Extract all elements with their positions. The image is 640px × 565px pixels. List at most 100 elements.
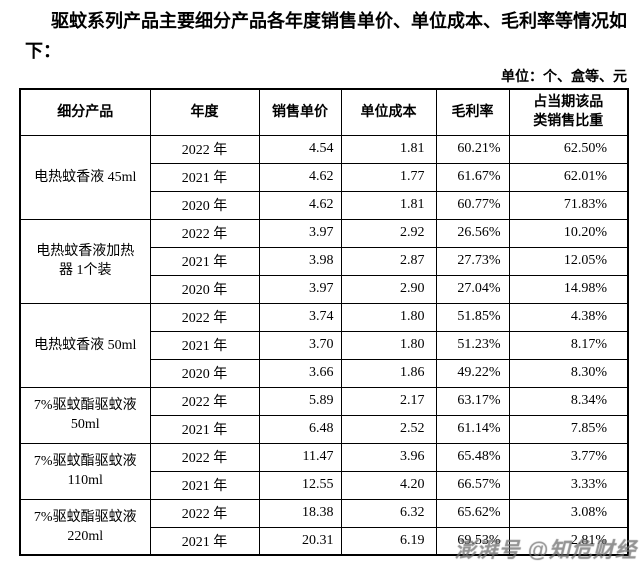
year-cell: 2022 年 bbox=[149, 442, 260, 472]
header-year: 年度 bbox=[149, 88, 260, 136]
category-share-cell: 8.34% bbox=[508, 386, 629, 416]
document-page: 驱蚊系列产品主要细分产品各年度销售单价、单位成本、毛利率等情况如 下： 单位：个… bbox=[0, 6, 640, 562]
gross-margin-cell: 63.17% bbox=[435, 386, 510, 416]
header-product: 细分产品 bbox=[19, 88, 151, 136]
table-row: 7%驱蚊酯驱蚊液 220ml 2022 年 18.38 6.32 65.62% … bbox=[19, 498, 629, 556]
product-name-cell: 电热蚊香液 50ml bbox=[19, 302, 151, 388]
product-name-cell: 7%驱蚊酯驱蚊液 110ml bbox=[19, 442, 151, 500]
year-cell: 2022 年 bbox=[149, 134, 260, 164]
unit-price-cell: 4.62 bbox=[258, 190, 342, 220]
category-share-cell: 3.33% bbox=[508, 470, 629, 500]
header-category-share: 占当期该品 类销售比重 bbox=[508, 88, 629, 136]
year-cell: 2021 年 bbox=[149, 414, 260, 444]
unit-cost-cell: 3.96 bbox=[340, 442, 437, 472]
unit-price-cell: 5.89 bbox=[258, 386, 342, 416]
unit-cost-cell: 1.81 bbox=[340, 134, 437, 164]
year-cell: 2022 年 bbox=[149, 386, 260, 416]
watermark: 澎湃号 @知危财经 bbox=[454, 539, 637, 562]
year-cell: 2022 年 bbox=[149, 218, 260, 248]
table-header-row: 细分产品 年度 销售单价 单位成本 毛利率 占当期该品 类销售比重 bbox=[19, 88, 629, 136]
year-cell: 2020 年 bbox=[149, 274, 260, 304]
product-name-cell: 电热蚊香液 45ml bbox=[19, 134, 151, 220]
header-unit-cost: 单位成本 bbox=[340, 88, 437, 136]
gross-margin-cell: 27.04% bbox=[435, 274, 510, 304]
year-cell: 2021 年 bbox=[149, 330, 260, 360]
unit-price-cell: 3.98 bbox=[258, 246, 342, 276]
unit-price-cell: 20.31 bbox=[258, 526, 342, 556]
unit-price-cell: 4.54 bbox=[258, 134, 342, 164]
category-share-cell: 62.50% bbox=[508, 134, 629, 164]
gross-margin-cell: 69.53% bbox=[435, 526, 510, 556]
unit-price-cell: 18.38 bbox=[258, 498, 342, 528]
title-line-1: 驱蚊系列产品主要细分产品各年度销售单价、单位成本、毛利率等情况如 bbox=[51, 11, 627, 31]
year-cell: 2021 年 bbox=[149, 526, 260, 556]
year-cell: 2021 年 bbox=[149, 246, 260, 276]
header-gross-margin: 毛利率 bbox=[435, 88, 510, 136]
table-row: 2021 年 4.62 1.77 61.67% 62.01% bbox=[20, 162, 629, 192]
year-cell: 2021 年 bbox=[149, 470, 260, 500]
header-unit-price: 销售单价 bbox=[258, 88, 342, 136]
category-share-cell: 8.30% bbox=[508, 358, 629, 388]
unit-cost-cell: 6.32 bbox=[340, 498, 437, 528]
unit-price-cell: 6.48 bbox=[258, 414, 342, 444]
product-name-cell: 电热蚊香液加热 器 1个装 bbox=[19, 218, 151, 304]
product-name-cell: 7%驱蚊酯驱蚊液 50ml bbox=[19, 386, 151, 444]
category-share-cell: 71.83% bbox=[508, 190, 629, 220]
table-row: 7%驱蚊酯驱蚊液 50ml 2022 年 5.89 2.17 63.17% 8.… bbox=[19, 386, 629, 444]
title-line-2: 下： bbox=[25, 41, 61, 61]
category-share-cell: 8.17% bbox=[508, 330, 629, 360]
gross-margin-cell: 51.23% bbox=[435, 330, 510, 360]
category-share-cell: 10.20% bbox=[508, 218, 629, 248]
table-row: 2021 年 3.98 2.87 27.73% 12.05% bbox=[20, 246, 629, 276]
year-cell: 2020 年 bbox=[149, 190, 260, 220]
table-row: 2020 年 4.62 1.81 60.77% 71.83% bbox=[20, 190, 629, 220]
unit-cost-cell: 1.77 bbox=[340, 162, 437, 192]
unit-cost-cell: 2.92 bbox=[340, 218, 437, 248]
unit-price-cell: 11.47 bbox=[258, 442, 342, 472]
table-row: 2020 年 3.66 1.86 49.22% 8.30% bbox=[20, 358, 629, 388]
table-row: 2021 年 20.31 6.19 69.53% 2.81% bbox=[20, 526, 629, 556]
gross-margin-cell: 65.62% bbox=[435, 498, 510, 528]
unit-cost-cell: 2.17 bbox=[340, 386, 437, 416]
gross-margin-cell: 26.56% bbox=[435, 218, 510, 248]
year-cell: 2022 年 bbox=[149, 498, 260, 528]
gross-margin-cell: 60.77% bbox=[435, 190, 510, 220]
unit-price-cell: 3.74 bbox=[258, 302, 342, 332]
unit-cost-cell: 1.80 bbox=[340, 302, 437, 332]
year-cell: 2022 年 bbox=[149, 302, 260, 332]
category-share-cell: 4.38% bbox=[508, 302, 629, 332]
unit-cost-cell: 4.20 bbox=[340, 470, 437, 500]
product-price-table: 细分产品 年度 销售单价 单位成本 毛利率 占当期该品 类销售比重 电热蚊香液 … bbox=[19, 88, 629, 556]
table-row: 电热蚊香液加热 器 1个装 2022 年 3.97 2.92 26.56% 10… bbox=[19, 218, 629, 304]
unit-price-cell: 3.97 bbox=[258, 218, 342, 248]
table-row: 2021 年 3.70 1.80 51.23% 8.17% bbox=[20, 330, 629, 360]
unit-price-cell: 3.66 bbox=[258, 358, 342, 388]
paragraph-title: 驱蚊系列产品主要细分产品各年度销售单价、单位成本、毛利率等情况如 下： bbox=[25, 6, 628, 66]
category-share-cell: 3.77% bbox=[508, 442, 629, 472]
year-cell: 2020 年 bbox=[149, 358, 260, 388]
gross-margin-cell: 61.14% bbox=[435, 414, 510, 444]
year-cell: 2021 年 bbox=[149, 162, 260, 192]
category-share-cell: 7.85% bbox=[508, 414, 629, 444]
table-row: 电热蚊香液 45ml 2022 年 4.54 1.81 60.21% 62.50… bbox=[19, 134, 629, 220]
table-row: 2020 年 3.97 2.90 27.04% 14.98% bbox=[20, 274, 629, 304]
unit-price-cell: 3.97 bbox=[258, 274, 342, 304]
category-share-cell: 3.08% bbox=[508, 498, 629, 528]
gross-margin-cell: 66.57% bbox=[435, 470, 510, 500]
unit-price-cell: 12.55 bbox=[258, 470, 342, 500]
gross-margin-cell: 51.85% bbox=[435, 302, 510, 332]
gross-margin-cell: 61.67% bbox=[435, 162, 510, 192]
unit-cost-cell: 2.52 bbox=[340, 414, 437, 444]
unit-cost-cell: 1.86 bbox=[340, 358, 437, 388]
unit-cost-cell: 1.80 bbox=[340, 330, 437, 360]
gross-margin-cell: 60.21% bbox=[435, 134, 510, 164]
table-row: 7%驱蚊酯驱蚊液 110ml 2022 年 11.47 3.96 65.48% … bbox=[19, 442, 629, 500]
product-name-cell: 7%驱蚊酯驱蚊液 220ml bbox=[19, 498, 151, 556]
unit-note: 单位：个、盒等、元 bbox=[501, 70, 627, 85]
gross-margin-cell: 49.22% bbox=[435, 358, 510, 388]
category-share-cell: 62.01% bbox=[508, 162, 629, 192]
unit-cost-cell: 1.81 bbox=[340, 190, 437, 220]
gross-margin-cell: 65.48% bbox=[435, 442, 510, 472]
unit-price-cell: 4.62 bbox=[258, 162, 342, 192]
unit-price-cell: 3.70 bbox=[258, 330, 342, 360]
